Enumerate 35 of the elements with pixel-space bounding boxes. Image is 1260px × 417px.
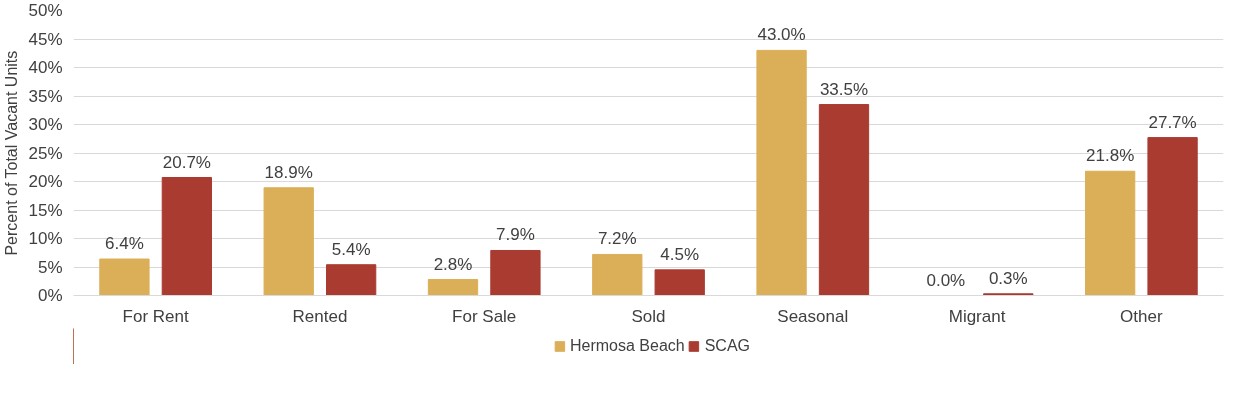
data-label: 43.0% <box>757 25 806 45</box>
data-label: 5.4% <box>331 239 371 259</box>
y-tick-label: 0% <box>37 286 63 305</box>
x-tick-label: Rented <box>292 306 348 326</box>
y-tick-label: 25% <box>28 143 63 163</box>
data-label: 21.8% <box>1086 146 1135 166</box>
legend-label: Hermosa Beach <box>569 337 685 355</box>
x-tick-label: Seasonal <box>777 306 849 326</box>
y-tick-label: 15% <box>28 200 63 220</box>
y-tick-label: 40% <box>28 58 63 77</box>
y-tick-label: 45% <box>28 29 63 49</box>
y-tick-label: 35% <box>28 86 63 106</box>
x-tick-label: For Rent <box>122 306 189 326</box>
y-axis-title: Percent of Total Vacant Units <box>3 50 21 256</box>
y-tick-label: 5% <box>37 257 63 277</box>
data-label: 18.9% <box>264 162 313 182</box>
data-label: 7.2% <box>597 229 637 249</box>
data-label: 20.7% <box>162 152 211 172</box>
x-tick-label: Sold <box>631 306 666 326</box>
x-tick-label: For Sale <box>452 306 517 326</box>
data-label: 0.3% <box>988 268 1028 288</box>
y-tick-label: 30% <box>28 115 63 134</box>
y-tick-label: 10% <box>28 229 63 248</box>
data-label: 0.0% <box>926 270 966 290</box>
y-tick-label: 20% <box>28 172 63 191</box>
data-label: 27.7% <box>1148 112 1197 132</box>
data-label: 2.8% <box>433 254 473 274</box>
x-tick-label: Other <box>1120 306 1163 326</box>
legend-label: SCAG <box>704 337 751 355</box>
y-tick-label: 50% <box>28 1 63 20</box>
data-label: 7.9% <box>496 225 535 245</box>
data-label: 4.5% <box>660 244 700 264</box>
data-label: 6.4% <box>105 234 144 254</box>
data-label: 33.5% <box>819 79 869 99</box>
x-tick-label: Migrant <box>948 306 1006 326</box>
